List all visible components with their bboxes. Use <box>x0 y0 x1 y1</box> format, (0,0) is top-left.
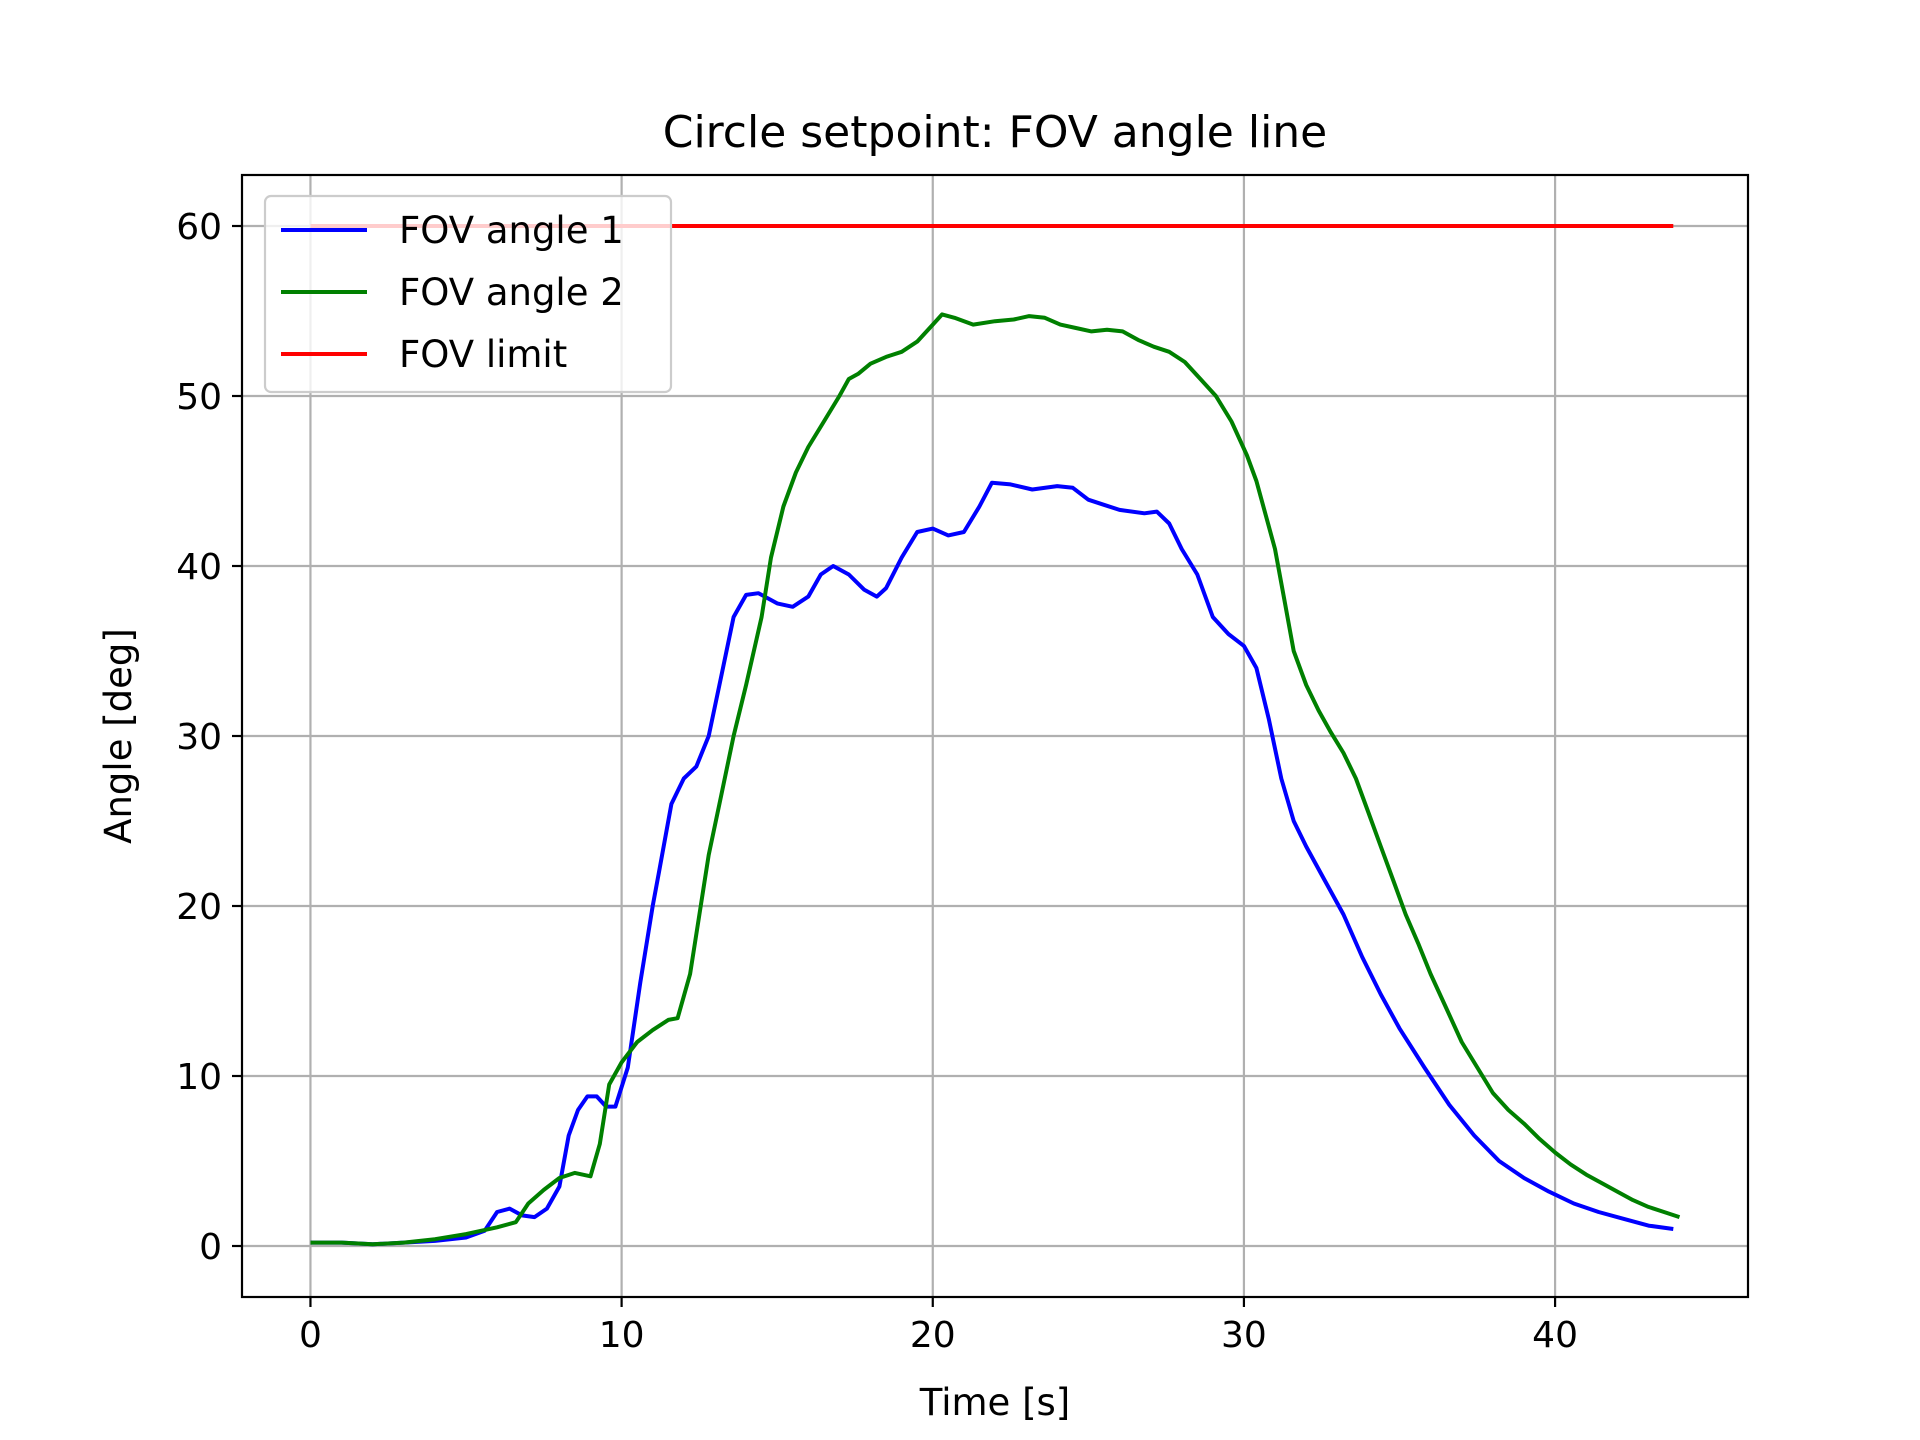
series-line-2 <box>310 312 1681 1247</box>
legend-label-2: FOV angle 2 <box>399 271 624 314</box>
x-tick-label: 0 <box>299 1315 322 1356</box>
legend-label-3: FOV limit <box>399 333 567 376</box>
legend-box <box>263 194 673 394</box>
y-tick-label: 20 <box>176 887 222 928</box>
x-tick-label: 10 <box>599 1315 645 1356</box>
y-tick-label: 60 <box>176 207 222 248</box>
x-axis-label: Time [s] <box>919 1381 1070 1424</box>
x-tick-label: 30 <box>1221 1315 1267 1356</box>
axis-ticks: 0 10 20 30 40 0 10 20 30 40 50 60 <box>176 207 1578 1356</box>
legend: FOV angle 1 FOV angle 2 FOV limit <box>263 194 673 394</box>
y-tick-label: 50 <box>176 377 222 418</box>
y-tick-label: 10 <box>176 1057 222 1098</box>
legend-label-1: FOV angle 1 <box>399 209 624 252</box>
x-tick-label: 40 <box>1532 1315 1578 1356</box>
y-tick-label: 0 <box>199 1227 222 1268</box>
y-tick-label: 40 <box>176 547 222 588</box>
y-axis-label: Angle [deg] <box>97 628 140 844</box>
series-line-1 <box>310 480 1674 1247</box>
x-tick-label: 20 <box>910 1315 956 1356</box>
y-tick-label: 30 <box>176 717 222 758</box>
chart-title: Circle setpoint: FOV angle line <box>663 107 1328 158</box>
grid <box>242 175 1748 1297</box>
